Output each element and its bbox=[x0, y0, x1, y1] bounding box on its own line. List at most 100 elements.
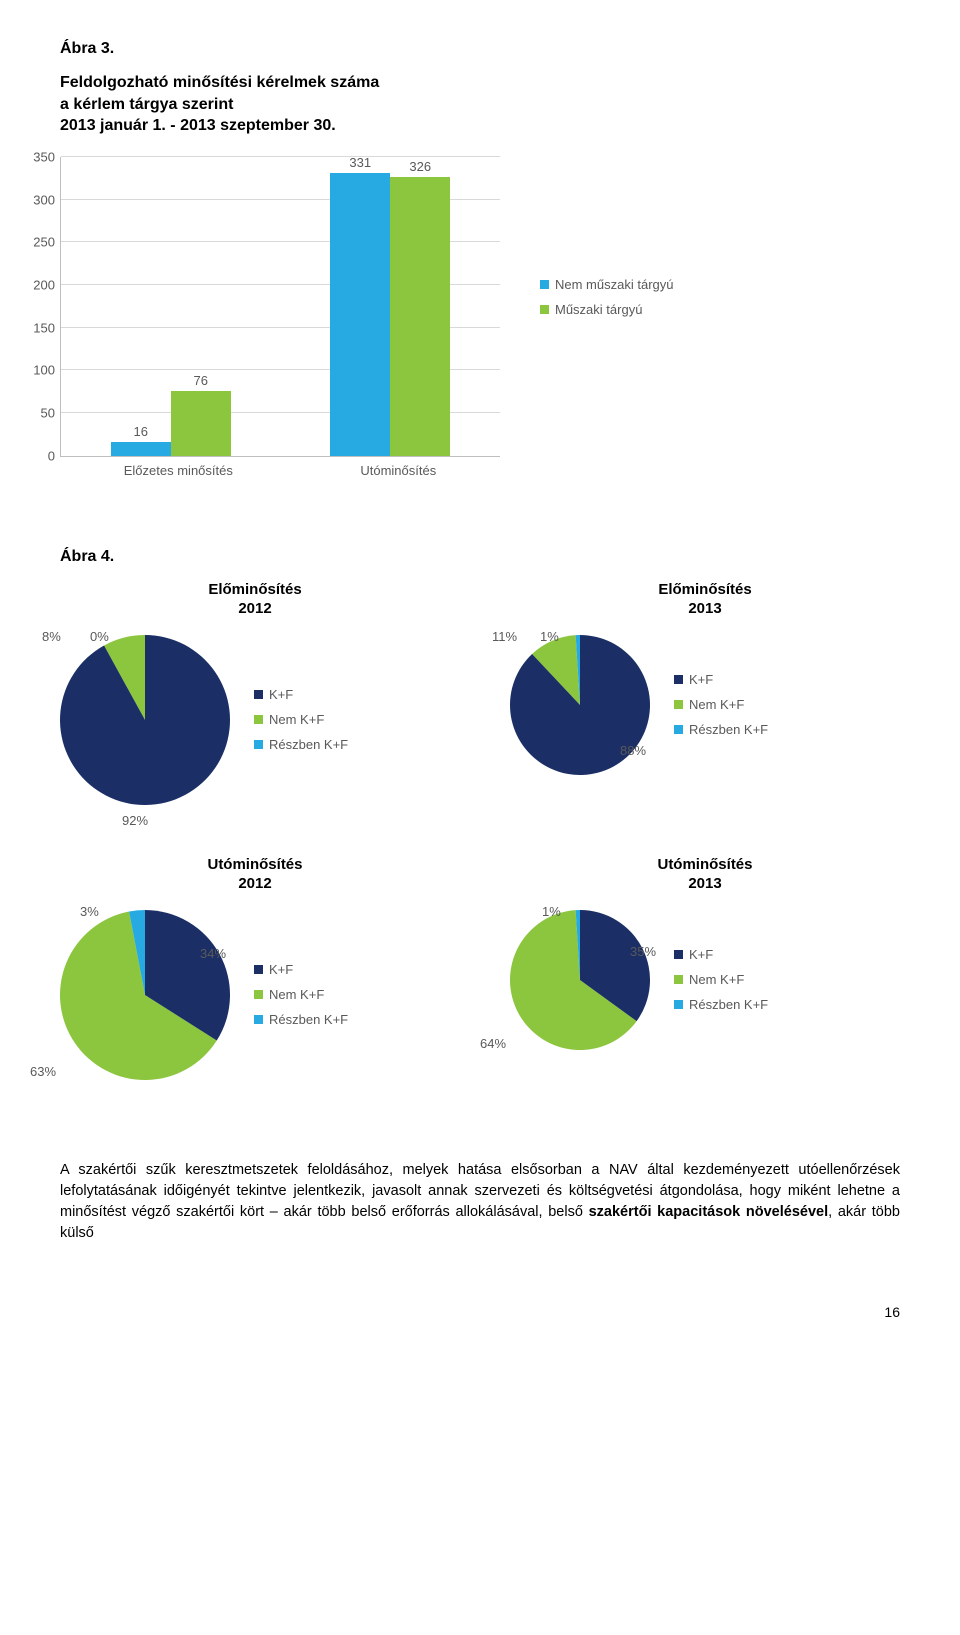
pie-legend: K+F Nem K+F Részben K+F bbox=[254, 687, 348, 752]
legend-item: Nem K+F bbox=[674, 697, 768, 712]
pie-svg bbox=[60, 635, 230, 805]
legend-swatch bbox=[254, 965, 263, 974]
bar: 16 bbox=[111, 442, 171, 456]
pie-slice-label: 88% bbox=[620, 743, 646, 758]
legend-label: K+F bbox=[269, 962, 293, 977]
bar-value-label: 326 bbox=[409, 159, 431, 174]
pie-title: Előminősítés2013 bbox=[510, 580, 900, 619]
pie-legend: K+F Nem K+F Részben K+F bbox=[254, 962, 348, 1027]
pie-slice-label: 11% bbox=[492, 629, 517, 644]
pie-block: Utóminősítés2012 34%63%3% K+F Nem K+F Részbe… bbox=[60, 855, 450, 1080]
legend-swatch bbox=[254, 1015, 263, 1024]
y-tick-label: 0 bbox=[48, 448, 61, 463]
bar: 326 bbox=[390, 177, 450, 455]
legend-label: Nem K+F bbox=[689, 972, 744, 987]
legend-item: K+F bbox=[674, 672, 768, 687]
legend-label: Nem K+F bbox=[269, 712, 324, 727]
bar-chart-plot-area: 0501001502002503003501676331326 bbox=[60, 157, 500, 457]
figure3-title-line3: 2013 január 1. - 2013 szeptember 30. bbox=[60, 117, 336, 134]
legend-label: Nem K+F bbox=[269, 987, 324, 1002]
figure3-title: Feldolgozható minősítési kérelmek száma … bbox=[60, 72, 900, 137]
legend-swatch bbox=[674, 975, 683, 984]
pie-svg bbox=[60, 910, 230, 1080]
y-tick-label: 350 bbox=[33, 149, 61, 164]
x-tick-label: Utóminősítés bbox=[360, 463, 436, 478]
legend-item: K+F bbox=[254, 687, 348, 702]
legend-swatch bbox=[254, 690, 263, 699]
pie-legend: K+F Nem K+F Részben K+F bbox=[674, 947, 768, 1012]
category-group: 1676 bbox=[111, 157, 231, 456]
legend-label: K+F bbox=[689, 947, 713, 962]
legend-label: Nem K+F bbox=[689, 697, 744, 712]
pie-wrap: 88%11%1% bbox=[510, 635, 650, 775]
legend-label: K+F bbox=[269, 687, 293, 702]
figure3-title-line1: Feldolgozható minősítési kérelmek száma bbox=[60, 74, 379, 91]
pie-slice bbox=[60, 635, 230, 805]
pie-slice-label: 8% bbox=[42, 629, 61, 644]
legend-item: Részben K+F bbox=[254, 737, 348, 752]
pie-slice-label: 64% bbox=[480, 1036, 506, 1051]
figure4-label: Ábra 4. bbox=[60, 548, 900, 566]
bar-chart-container: 0501001502002503003501676331326 Előzetes… bbox=[60, 157, 900, 478]
legend-item: Műszaki tárgyú bbox=[540, 302, 673, 317]
pie-block: Előminősítés2013 88%11%1% K+F Nem K+F Részbe… bbox=[510, 580, 900, 805]
legend-label: Részben K+F bbox=[689, 997, 768, 1012]
legend-item: Nem K+F bbox=[674, 972, 768, 987]
y-tick-label: 50 bbox=[41, 406, 61, 421]
legend-label: Nem műszaki tárgyú bbox=[555, 277, 673, 292]
legend-item: Nem K+F bbox=[254, 712, 348, 727]
pie-row-1: Előminősítés2012 92%8%0% K+F Nem K+F Részben… bbox=[60, 580, 900, 805]
pie-and-legend: 34%63%3% K+F Nem K+F Részben K+F bbox=[60, 910, 450, 1080]
legend-label: K+F bbox=[689, 672, 713, 687]
legend-item: Részben K+F bbox=[674, 722, 768, 737]
pie-title: Előminősítés2012 bbox=[60, 580, 450, 619]
legend-item: Részben K+F bbox=[674, 997, 768, 1012]
figure3-label: Ábra 3. bbox=[60, 40, 900, 58]
legend-item: K+F bbox=[254, 962, 348, 977]
figure3-title-line2: a kérlem tárgya szerint bbox=[60, 96, 233, 113]
bar-chart-legend: Nem műszaki tárgyú Műszaki tárgyú bbox=[540, 277, 673, 317]
pie-wrap: 34%63%3% bbox=[60, 910, 230, 1080]
figure4-container: Ábra 4. Előminősítés2012 92%8%0% K+F Nem K+… bbox=[60, 548, 900, 1080]
legend-swatch bbox=[540, 305, 549, 314]
bars-row: 1676331326 bbox=[61, 157, 500, 456]
legend-swatch bbox=[674, 675, 683, 684]
x-tick-label: Előzetes minősítés bbox=[124, 463, 233, 478]
legend-item: Nem műszaki tárgyú bbox=[540, 277, 673, 292]
pie-block: Előminősítés2012 92%8%0% K+F Nem K+F Részben… bbox=[60, 580, 450, 805]
legend-swatch bbox=[674, 1000, 683, 1009]
pie-title: Utóminősítés2013 bbox=[510, 855, 900, 894]
pie-row-2: Utóminősítés2012 34%63%3% K+F Nem K+F Részbe… bbox=[60, 855, 900, 1080]
legend-swatch bbox=[254, 715, 263, 724]
bar-value-label: 76 bbox=[194, 373, 208, 388]
bar-value-label: 16 bbox=[134, 424, 148, 439]
pie-block: Utóminősítés201335%64%1%K+FNem K+FRészbe… bbox=[510, 855, 900, 1080]
bar-chart-x-labels: Előzetes minősítés Utóminősítés bbox=[60, 463, 500, 478]
legend-swatch bbox=[254, 990, 263, 999]
legend-label: Részben K+F bbox=[269, 737, 348, 752]
legend-item: K+F bbox=[674, 947, 768, 962]
pie-title: Utóminősítés2012 bbox=[60, 855, 450, 894]
y-tick-label: 100 bbox=[33, 363, 61, 378]
y-tick-label: 150 bbox=[33, 320, 61, 335]
legend-item: Részben K+F bbox=[254, 1012, 348, 1027]
pie-and-legend: 88%11%1% K+F Nem K+F Részben K+F bbox=[510, 635, 900, 775]
bar: 76 bbox=[171, 391, 231, 456]
legend-swatch bbox=[674, 950, 683, 959]
y-tick-label: 250 bbox=[33, 235, 61, 250]
pie-svg bbox=[510, 910, 650, 1050]
pie-and-legend: 35%64%1%K+FNem K+FRészben K+F bbox=[510, 910, 900, 1050]
pie-slice-label: 34% bbox=[200, 946, 226, 961]
category-group: 331326 bbox=[330, 157, 450, 456]
pie-wrap: 92%8%0% bbox=[60, 635, 230, 805]
pie-slice-label: 1% bbox=[542, 904, 561, 919]
legend-swatch bbox=[674, 700, 683, 709]
body-paragraph: A szakértői szűk keresztmetszetek felold… bbox=[60, 1160, 900, 1244]
legend-swatch bbox=[674, 725, 683, 734]
pie-slice-label: 92% bbox=[122, 813, 148, 828]
pie-slice-label: 3% bbox=[80, 904, 99, 919]
legend-label: Műszaki tárgyú bbox=[555, 302, 642, 317]
pie-slice-label: 0% bbox=[90, 629, 109, 644]
legend-label: Részben K+F bbox=[269, 1012, 348, 1027]
legend-swatch bbox=[254, 740, 263, 749]
